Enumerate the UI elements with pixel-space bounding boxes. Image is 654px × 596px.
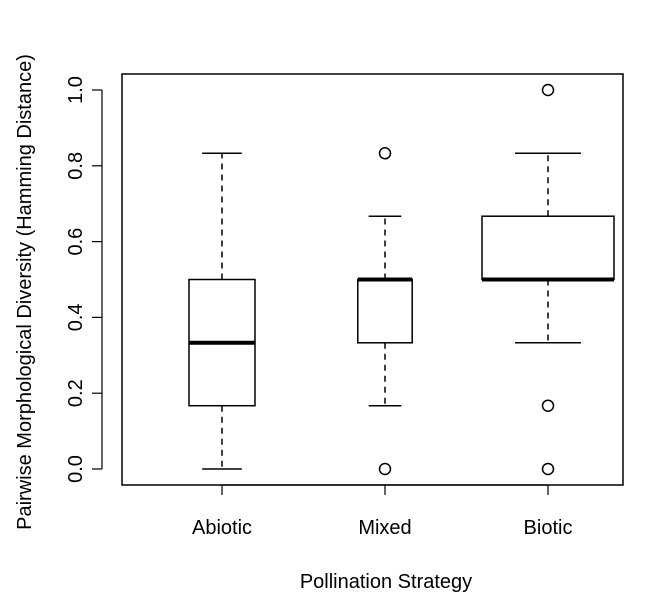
y-tick-label: 0.8	[65, 152, 87, 180]
iqr-box	[481, 215, 615, 281]
x-tick-label-mixed: Mixed	[358, 517, 411, 539]
y-tick-label: 0.2	[65, 379, 87, 407]
y-axis-title: Pairwise Morphological Diversity (Hammin…	[14, 54, 36, 530]
x-axis-title: Pollination Strategy	[300, 571, 472, 593]
y-tick-label: 1.0	[65, 76, 87, 104]
outlier-point	[541, 83, 555, 97]
outlier-point	[378, 462, 392, 476]
y-tick-label: 0.0	[65, 455, 87, 483]
x-tick-label-biotic: Biotic	[524, 517, 573, 539]
box-biotic	[481, 83, 615, 476]
y-axis: 0.0 0.2 0.4 0.6 0.8 1.0	[65, 76, 103, 483]
box-mixed	[357, 147, 413, 476]
x-tick-label-abiotic: Abiotic	[192, 517, 252, 539]
x-axis: Abiotic Mixed Biotic	[192, 484, 573, 539]
outlier-point	[541, 399, 555, 412]
outlier-point	[378, 147, 392, 160]
y-tick-label: 0.6	[65, 228, 87, 256]
box-abiotic	[188, 152, 256, 470]
boxes	[188, 83, 615, 476]
y-tick-label: 0.4	[65, 303, 87, 331]
outlier-point	[541, 462, 555, 476]
iqr-box	[357, 278, 413, 344]
